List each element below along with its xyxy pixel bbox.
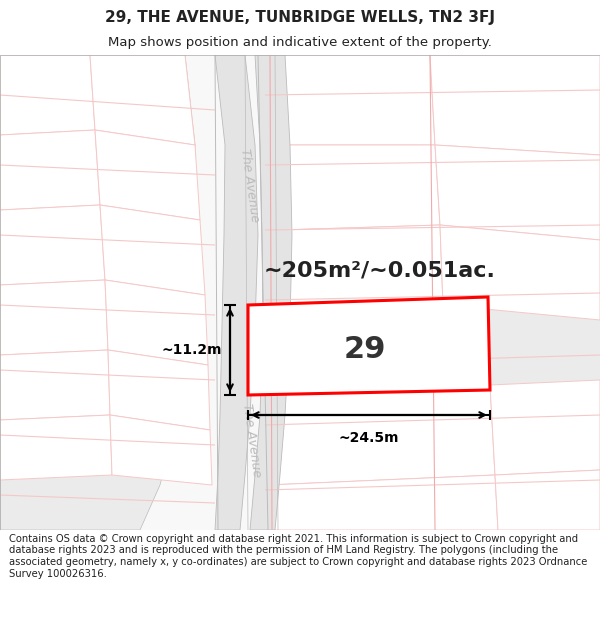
- Polygon shape: [108, 350, 210, 430]
- Text: Map shows position and indicative extent of the property.: Map shows position and indicative extent…: [108, 36, 492, 49]
- Polygon shape: [105, 280, 208, 365]
- Text: ~205m²/~0.051ac.: ~205m²/~0.051ac.: [264, 260, 496, 280]
- Polygon shape: [265, 475, 498, 530]
- Polygon shape: [0, 55, 198, 530]
- Polygon shape: [278, 145, 440, 230]
- Polygon shape: [435, 145, 600, 240]
- Polygon shape: [0, 55, 95, 135]
- Text: 29: 29: [344, 336, 386, 364]
- Polygon shape: [110, 415, 212, 485]
- Polygon shape: [248, 297, 490, 395]
- Polygon shape: [0, 415, 112, 480]
- Polygon shape: [100, 205, 205, 295]
- Text: The Avenue: The Avenue: [238, 148, 262, 222]
- Polygon shape: [0, 130, 100, 210]
- Text: ~24.5m: ~24.5m: [339, 431, 399, 445]
- Polygon shape: [0, 350, 110, 420]
- Polygon shape: [95, 130, 200, 220]
- Text: 29, THE AVENUE, TUNBRIDGE WELLS, TN2 3FJ: 29, THE AVENUE, TUNBRIDGE WELLS, TN2 3FJ: [105, 10, 495, 25]
- Polygon shape: [0, 205, 105, 285]
- Polygon shape: [430, 55, 600, 155]
- Polygon shape: [250, 55, 292, 530]
- Polygon shape: [270, 55, 435, 145]
- Text: Contains OS data © Crown copyright and database right 2021. This information is : Contains OS data © Crown copyright and d…: [9, 534, 587, 579]
- Polygon shape: [440, 225, 600, 320]
- Text: The Avenue: The Avenue: [241, 402, 263, 478]
- Polygon shape: [495, 470, 600, 530]
- Polygon shape: [0, 280, 108, 355]
- Polygon shape: [265, 385, 495, 485]
- Polygon shape: [282, 225, 443, 313]
- Polygon shape: [490, 380, 600, 475]
- Text: ~11.2m: ~11.2m: [161, 343, 222, 357]
- Polygon shape: [265, 55, 600, 530]
- Polygon shape: [215, 55, 258, 530]
- Polygon shape: [90, 55, 195, 145]
